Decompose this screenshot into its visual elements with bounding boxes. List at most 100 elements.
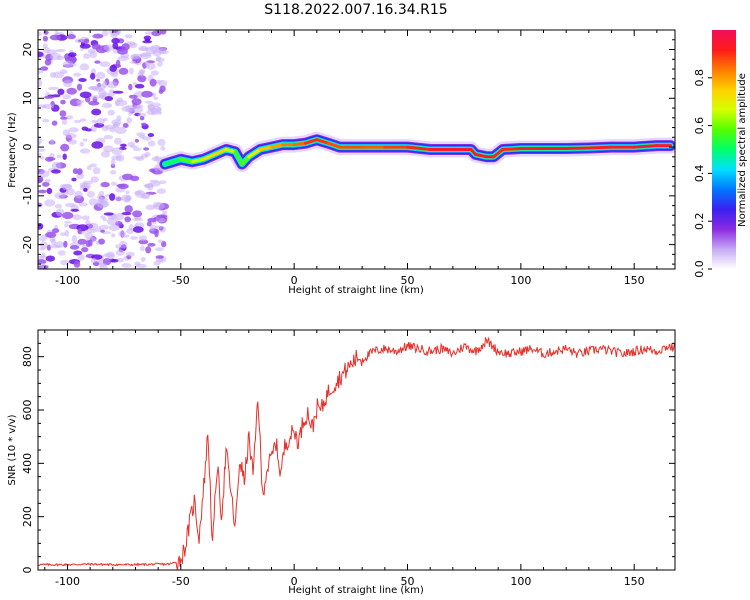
- noise-blob: [86, 190, 95, 198]
- spectrogram-y-tick-label: -20: [21, 236, 34, 254]
- noise-blob: [94, 60, 101, 64]
- noise-blob: [139, 245, 145, 252]
- noise-blob: [128, 42, 138, 49]
- noise-blob: [40, 156, 45, 160]
- noise-blob: [38, 236, 47, 242]
- noise-blob: [134, 138, 139, 143]
- noise-blob: [162, 210, 168, 215]
- noise-blob: [125, 190, 130, 195]
- noise-blob: [140, 256, 146, 262]
- noise-blob: [76, 83, 83, 91]
- noise-blob: [79, 118, 87, 122]
- noise-blob: [121, 212, 132, 216]
- noise-blob: [155, 217, 166, 223]
- noise-blob: [156, 107, 162, 113]
- noise-blob: [82, 138, 88, 142]
- spectrogram-x-tick-label: -50: [172, 274, 190, 287]
- noise-blob: [151, 92, 157, 98]
- ridge-core-segment: [304, 138, 319, 145]
- noise-blob: [87, 222, 99, 231]
- snr-background: [38, 330, 675, 570]
- noise-blob: [115, 212, 125, 221]
- noise-blob: [98, 238, 105, 245]
- ridge-core-segment: [292, 141, 307, 147]
- noise-blob: [158, 89, 164, 94]
- noise-blob: [69, 245, 80, 250]
- noise-blob: [60, 259, 70, 266]
- snr-x-tick-label: 150: [624, 575, 645, 588]
- snr-line: [38, 336, 675, 570]
- noise-blob: [138, 239, 149, 245]
- noise-blob: [79, 148, 91, 154]
- noise-blob: [90, 176, 99, 183]
- noise-blob: [139, 134, 146, 139]
- noise-blob: [117, 48, 128, 55]
- noise-blob: [72, 214, 82, 221]
- noise-blob: [62, 153, 67, 160]
- noise-blob: [63, 240, 68, 248]
- noise-blob: [38, 70, 44, 74]
- noise-blob: [98, 224, 110, 230]
- spectrogram-y-axis-label: Frequency (Hz): [7, 112, 18, 188]
- noise-blob: [91, 108, 102, 116]
- noise-blob: [124, 205, 133, 214]
- noise-blob: [59, 232, 67, 237]
- noise-blob: [90, 257, 97, 263]
- spectrogram-y-ticks: -20 -10 0 10 20: [21, 29, 675, 265]
- noise-blob: [107, 109, 115, 116]
- noise-blob: [127, 141, 135, 148]
- noise-blob: [102, 217, 107, 222]
- noise-blob: [57, 88, 65, 96]
- noise-blob: [85, 240, 91, 248]
- noise-blob: [144, 152, 151, 157]
- noise-blob: [155, 255, 164, 259]
- noise-blob: [132, 226, 144, 233]
- noise-blob: [118, 67, 129, 75]
- noise-blob: [83, 187, 88, 192]
- snr-x-axis-label: Height of straight line (km): [288, 585, 424, 596]
- noise-blob: [159, 30, 167, 35]
- noise-blob: [124, 34, 133, 39]
- noise-blob: [89, 95, 100, 100]
- snr-y-axis-label: SNR (10 * v/v): [7, 414, 18, 485]
- noise-blob: [103, 135, 114, 140]
- noise-blob: [40, 262, 46, 269]
- noise-blob: [111, 181, 117, 186]
- noise-blob: [68, 139, 77, 145]
- noise-blob: [155, 55, 161, 62]
- noise-blob: [73, 72, 82, 77]
- spectrogram-x-tick-label: 150: [624, 274, 645, 287]
- noise-blob: [103, 212, 114, 216]
- snr-y-tick-label: 400: [21, 453, 34, 474]
- colorbar: 0.0 0.2 0.4 0.6 0.8 Normalized spectral ampl…: [693, 30, 748, 278]
- ridge-core-segment: [315, 138, 330, 145]
- spectrogram-y-tick-label: 10: [21, 91, 34, 105]
- noise-blob: [114, 127, 127, 134]
- noise-blob: [108, 224, 120, 231]
- noise-blob: [135, 157, 145, 161]
- ridge-core-segment: [270, 143, 285, 149]
- snr-x-tick-label: 0: [291, 575, 298, 588]
- noise-blob: [51, 228, 60, 234]
- noise-blob: [39, 170, 50, 178]
- noise-blob: [118, 240, 128, 249]
- noise-blob: [38, 148, 46, 152]
- colorbar-gradient: [712, 30, 736, 269]
- noise-blob: [128, 83, 133, 91]
- noise-blob: [66, 87, 77, 95]
- spectrogram-x-axis-label: Height of straight line (km): [288, 285, 424, 296]
- snr-x-tick-label: -100: [55, 575, 80, 588]
- snr-series: [38, 336, 675, 570]
- noise-blob: [96, 78, 100, 82]
- noise-blob: [150, 181, 161, 187]
- noise-blob: [64, 220, 72, 224]
- spectrogram-x-tick-label: 100: [510, 274, 531, 287]
- noise-blob: [79, 63, 90, 71]
- noise-blob: [46, 187, 53, 195]
- noise-blob: [88, 198, 99, 206]
- noise-blob: [101, 30, 109, 37]
- spectrogram-y-tick-label: 20: [21, 43, 34, 57]
- noise-blob: [125, 251, 135, 257]
- noise-blob: [147, 217, 157, 223]
